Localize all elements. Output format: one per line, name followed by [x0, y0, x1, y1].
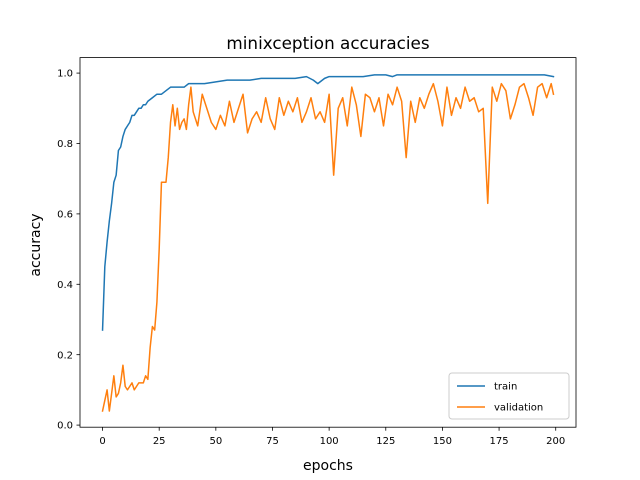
x-tick-label: 150	[433, 436, 452, 447]
y-tick-label: 0.6	[57, 209, 73, 220]
axes-frame	[79, 57, 577, 428]
x-tick-label: 50	[209, 436, 222, 447]
legend-label-train: train	[494, 382, 517, 393]
y-tick-label: 0.0	[57, 421, 73, 432]
y-axis-label: accuracy	[28, 213, 44, 276]
x-tick-label: 175	[490, 436, 509, 447]
plot-area: 0 25 50 75 100 125 150 175 200 0.0 0.2 0.4 0.6 0.8 1.0	[57, 57, 577, 447]
x-tick-label: 25	[153, 436, 166, 447]
x-tick-label: 100	[320, 436, 339, 447]
y-tick-label: 0.8	[57, 139, 73, 150]
legend: train validation	[448, 372, 570, 420]
series-line-train	[101, 74, 555, 331]
x-tick-label: 0	[99, 436, 105, 447]
legend-label-validation: validation	[494, 403, 543, 414]
y-tick-label: 0.2	[57, 350, 73, 361]
x-tick-label: 200	[546, 436, 565, 447]
chart-title: minixception accuracies	[226, 33, 429, 53]
y-tick-label: 0.4	[57, 280, 73, 291]
y-tick-label: 1.0	[57, 69, 73, 80]
x-tick-label: 75	[266, 436, 279, 447]
x-axis-label: epochs	[303, 458, 353, 474]
x-tick-label: 125	[376, 436, 395, 447]
series-line-validation	[101, 82, 555, 412]
